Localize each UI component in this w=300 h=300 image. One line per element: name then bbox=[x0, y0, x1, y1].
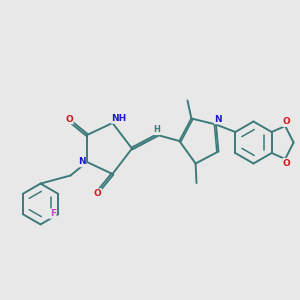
Text: O: O bbox=[283, 117, 291, 126]
Text: F: F bbox=[50, 209, 56, 218]
Text: NH: NH bbox=[112, 114, 127, 123]
Text: N: N bbox=[78, 158, 86, 166]
Text: H: H bbox=[154, 125, 160, 134]
Text: N: N bbox=[214, 115, 222, 124]
Text: O: O bbox=[94, 189, 101, 198]
Text: O: O bbox=[65, 115, 73, 124]
Text: O: O bbox=[283, 159, 291, 168]
